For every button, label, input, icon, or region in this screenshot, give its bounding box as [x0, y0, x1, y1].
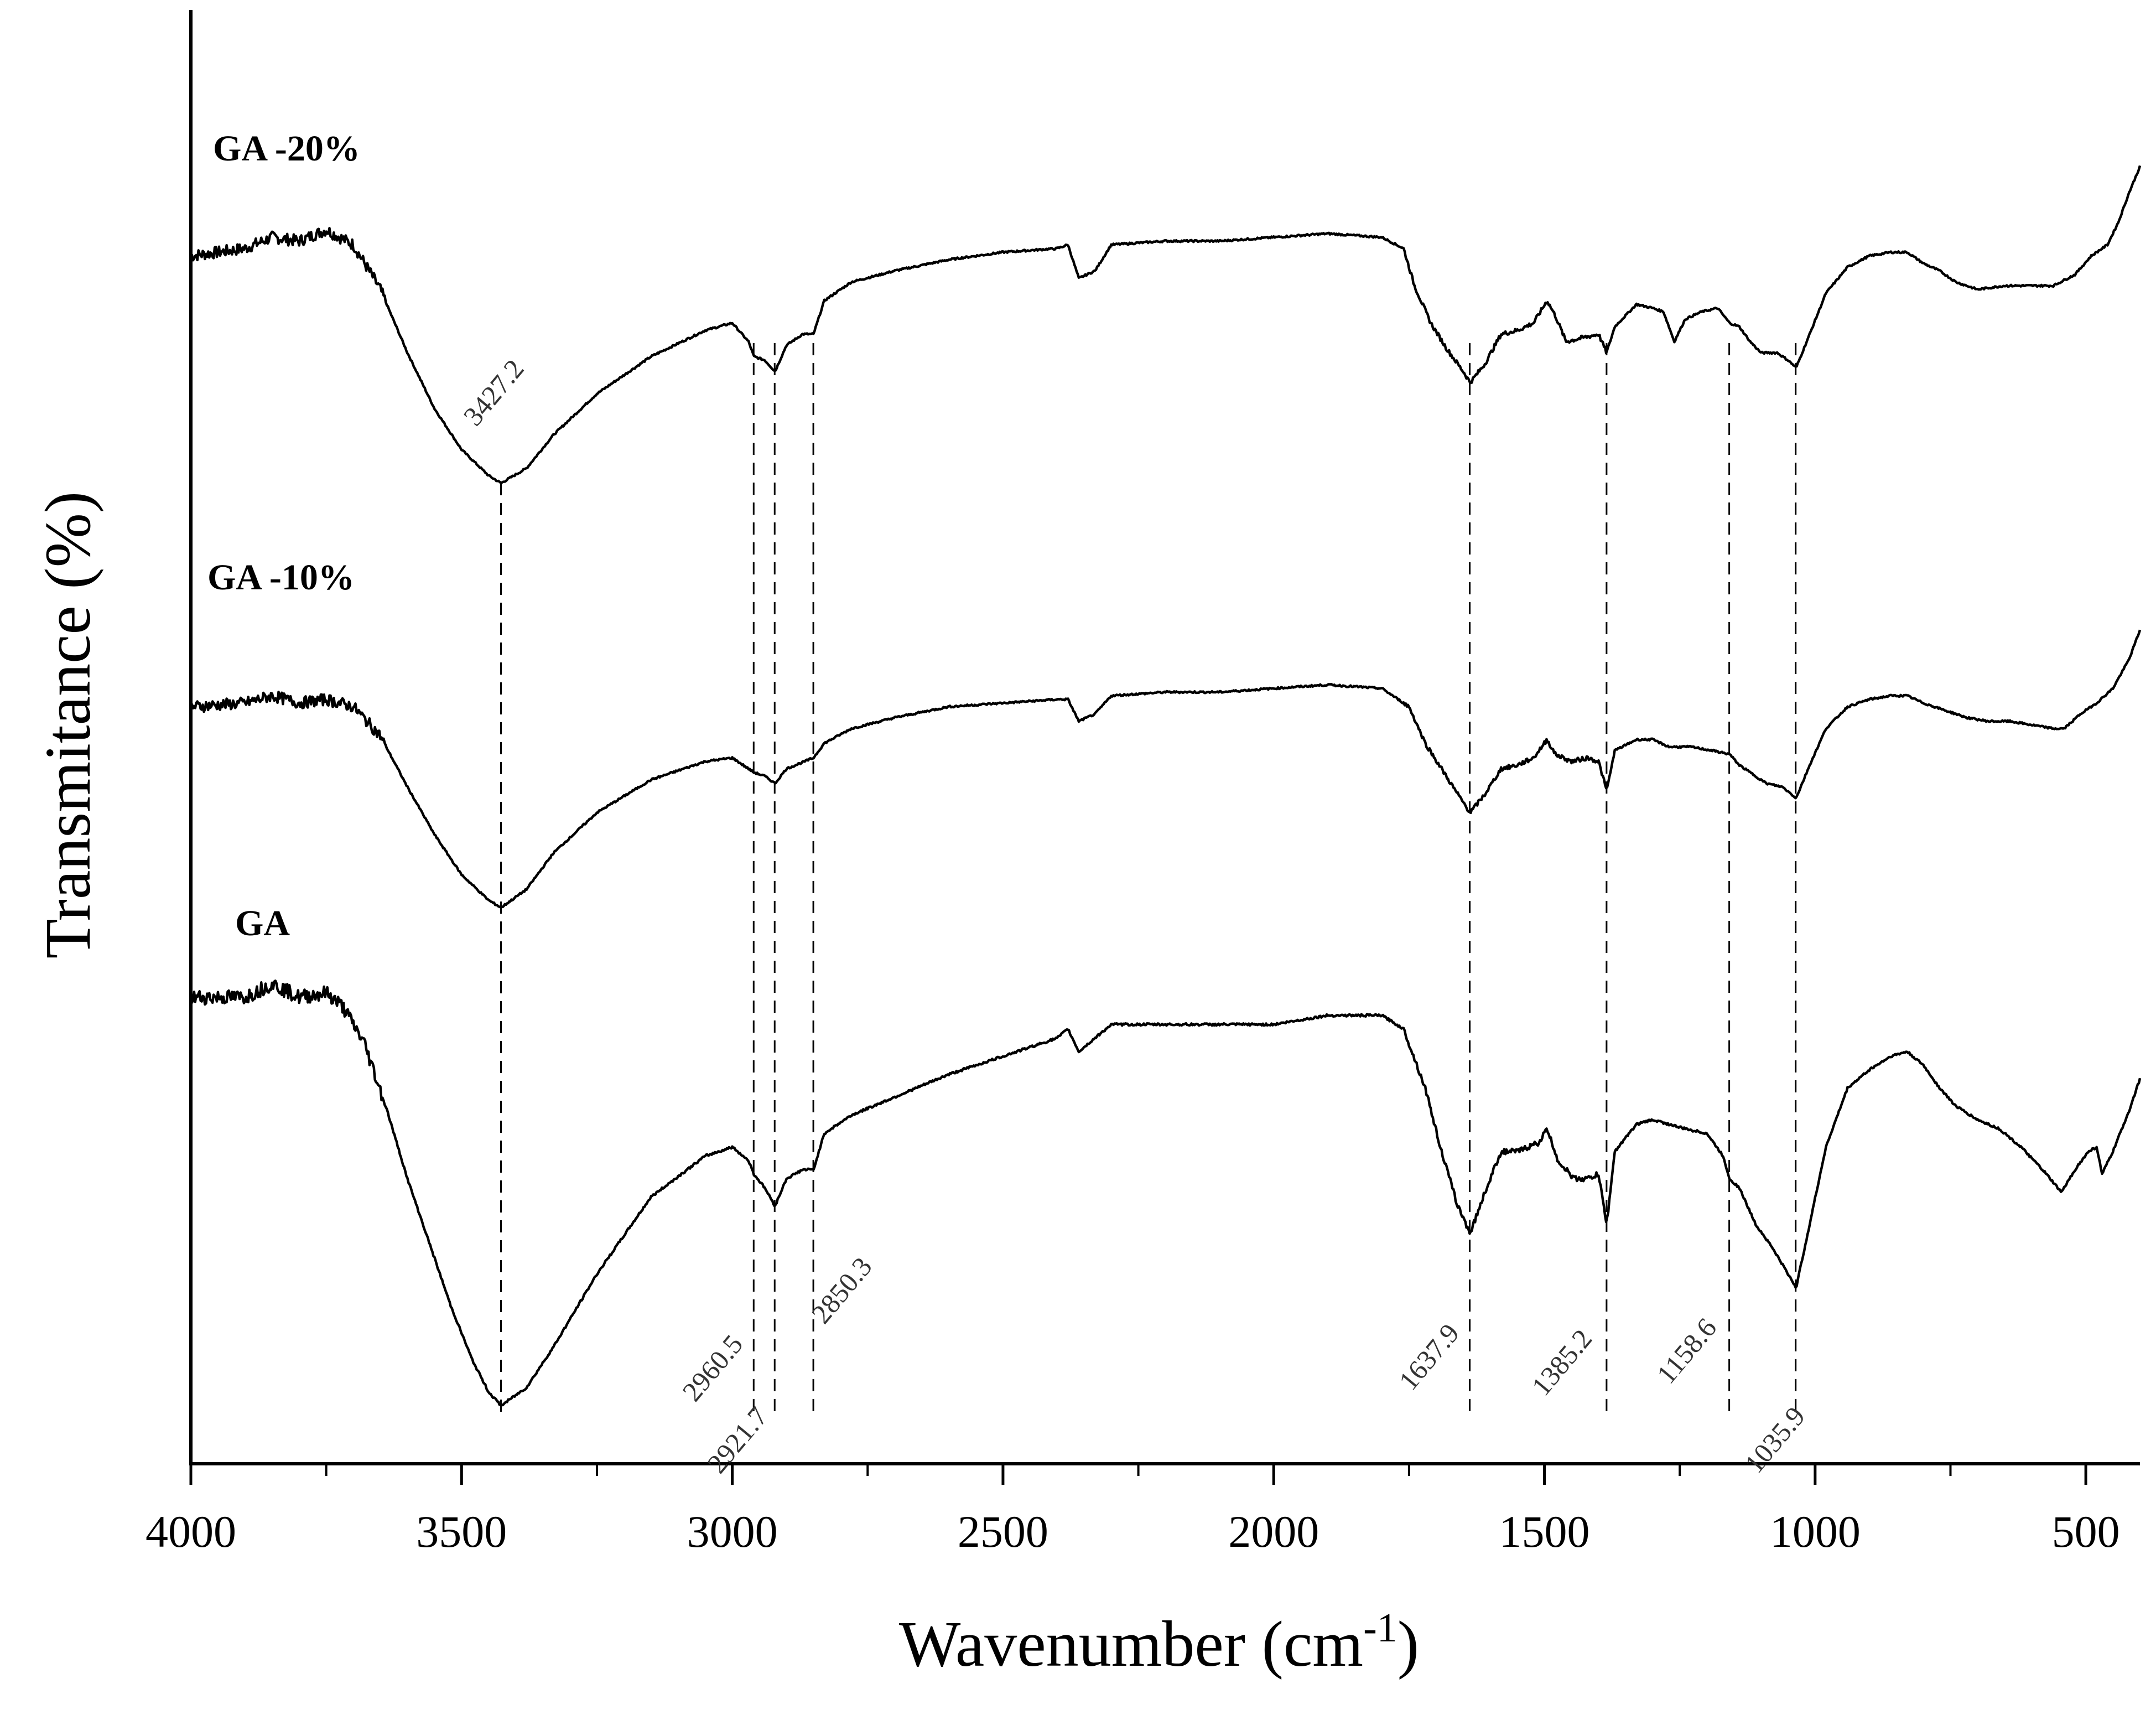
spectra-series: [189, 165, 2142, 1407]
x-tick-label-3: 2500: [958, 1506, 1048, 1557]
x-ticks: 4000 3500 3000 2500 2000 1500 1000 500: [146, 1464, 2120, 1557]
peak-label-4: 1637.9: [1393, 1318, 1465, 1396]
x-tick-label-0: 4000: [146, 1506, 236, 1557]
peak-label-5: 1385.2: [1525, 1323, 1598, 1401]
series-line-0: [190, 165, 2142, 484]
peak-guide-lines: [500, 343, 1797, 1417]
x-tick-label-5: 1500: [1499, 1506, 1590, 1557]
peak-label-0: 3427.2: [457, 353, 529, 431]
series-label-1: GA -10%: [207, 557, 355, 598]
series-line-2: [189, 979, 2142, 1407]
series-line-1: [190, 629, 2142, 909]
y-axis-title: Transmitance (%): [32, 491, 104, 958]
peak-label-2: 2921.7: [701, 1401, 773, 1479]
series-label-2: GA: [235, 903, 290, 944]
x-axis-title: Wavenumber (cm-1): [899, 1605, 1419, 1680]
axes: [189, 10, 2140, 1465]
peak-label-7: 1035.9: [1738, 1401, 1811, 1479]
x-tick-label-2: 3000: [687, 1506, 778, 1557]
x-axis-title-suffix: ): [1397, 1608, 1419, 1680]
series-labels: GA -20% GA -10% GA: [207, 128, 360, 944]
x-tick-label-1: 3500: [416, 1506, 507, 1557]
x-tick-label-6: 1000: [1770, 1506, 1861, 1557]
peak-label-6: 1158.6: [1650, 1312, 1722, 1390]
x-tick-label-4: 2000: [1228, 1506, 1319, 1557]
series-label-0: GA -20%: [213, 128, 360, 169]
x-axis-title-superscript: -1: [1363, 1605, 1397, 1651]
x-axis-title-main: Wavenumber (cm: [899, 1608, 1363, 1680]
peak-label-3: 2850.3: [806, 1251, 878, 1329]
x-tick-label-7: 500: [2052, 1506, 2120, 1557]
peak-label-1: 2960.5: [676, 1329, 749, 1407]
